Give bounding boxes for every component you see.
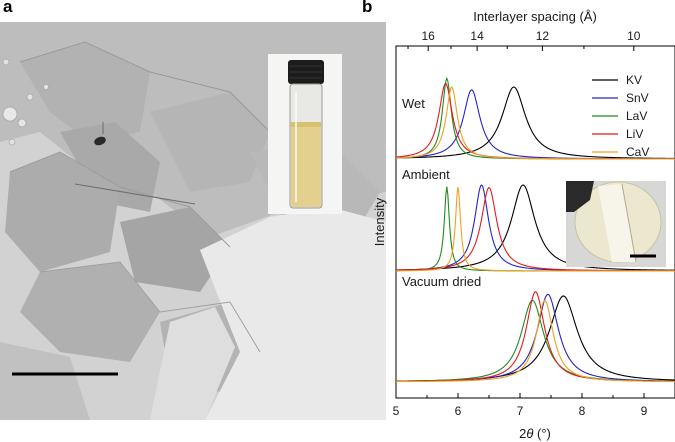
legend-label-snv: SnV: [626, 91, 649, 105]
bottom-tick-label: 5: [393, 404, 400, 418]
legend: KV SnV LaV LiV CaV: [592, 73, 649, 159]
top-axis-ticks: 16 14 12 10: [407, 29, 641, 51]
legend-label-liv: LiV: [626, 127, 643, 141]
panel-label-ambient: Ambient: [402, 167, 450, 182]
curve-vacuum-dried-cav: [395, 299, 675, 383]
tem-micrograph: [0, 22, 386, 420]
panel-label-wet: Wet: [402, 96, 425, 111]
bottom-tick-label: 7: [517, 404, 524, 418]
curve-wet-kv: [395, 86, 675, 159]
x-axis-label: 2θ (°): [519, 426, 551, 441]
vial-inset-photo: [268, 54, 342, 214]
film-inset-photo: [566, 181, 666, 267]
legend-label-kv: KV: [626, 73, 642, 87]
legend-label-lav: LaV: [626, 109, 647, 123]
xrd-curves: [395, 76, 675, 383]
plot-frame: [395, 45, 675, 399]
curve-ambient-cav: [396, 187, 675, 272]
top-tick-label: 12: [536, 29, 550, 43]
top-tick-label: 14: [470, 29, 484, 43]
panel-b-label: b: [362, 0, 373, 16]
top-tick-label: 10: [627, 29, 641, 43]
top-axis-label: Interlayer spacing (Å): [473, 9, 597, 24]
panel-label-vacuum: Vacuum dried: [402, 274, 481, 289]
bottom-tick-label: 9: [641, 404, 648, 418]
bottom-tick-label: 8: [579, 404, 586, 418]
top-tick-label: 16: [421, 29, 435, 43]
curve-wet-cav: [395, 86, 675, 160]
y-axis-label: Intensity: [372, 197, 387, 246]
xrd-chart: Interlayer spacing (Å) 16 14 12 10 5 6 7 8 9 2θ…: [372, 9, 675, 441]
curve-vacuum-dried-lav: [395, 299, 675, 382]
bottom-tick-label: 6: [455, 404, 462, 418]
legend-label-cav: CaV: [626, 145, 649, 159]
bottom-axis-ticks: 5 6 7 8 9: [393, 393, 648, 418]
panel-a-label: a: [3, 0, 13, 16]
